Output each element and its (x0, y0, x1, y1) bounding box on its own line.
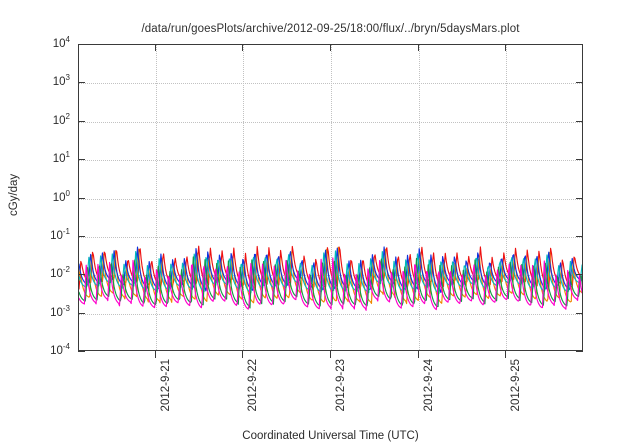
y-tick-mark (576, 351, 583, 352)
y-tick-mantissa: 10 (50, 345, 63, 357)
x-tick-label: 2012-9-25 (510, 359, 522, 412)
y-tick-exponent: -1 (62, 227, 70, 237)
y-tick-mantissa: 10 (50, 268, 63, 281)
y-tick-label: 101 (52, 150, 70, 166)
x-axis-title: Coordinated Universal Time (UTC) (242, 430, 419, 442)
x-tick-label: 2012-9-22 (247, 359, 259, 412)
y-tick-mark (576, 274, 583, 276)
y-tick-mark (78, 235, 85, 237)
y-axis-title: cGy/day (8, 173, 20, 216)
y-tick-mark (576, 235, 583, 237)
y-tick-mark (576, 82, 583, 84)
data-series-layer (79, 245, 582, 311)
y-tick-mark (576, 159, 583, 161)
y-tick-mantissa: 10 (52, 153, 66, 166)
y-tick-label: 10-4 (50, 342, 70, 357)
x-tick-mark (242, 44, 243, 51)
y-tick-label: 10-2 (50, 265, 70, 281)
y-tick-mark (78, 82, 85, 84)
y-tick-mark (78, 44, 85, 45)
y-tick-mantissa: 10 (52, 38, 66, 50)
x-tick-mark (330, 351, 331, 358)
y-tick-exponent: 4 (65, 35, 70, 45)
x-tick-mark (418, 44, 419, 51)
y-tick-label: 10-3 (50, 303, 70, 319)
y-tick-mantissa: 10 (52, 76, 66, 89)
x-tick-label: 2012-9-24 (423, 359, 435, 412)
y-tick-exponent: -4 (62, 342, 70, 352)
y-tick-exponent: 0 (65, 188, 70, 198)
plot-area (78, 44, 583, 351)
chart-title: /data/run/goesPlots/archive/2012-09-25/1… (141, 23, 520, 35)
y-tick-exponent: 2 (65, 111, 70, 121)
x-tick-mark (155, 44, 156, 51)
y-tick-exponent: 1 (65, 150, 70, 160)
x-tick-mark (505, 44, 506, 51)
y-tick-mark (576, 312, 583, 314)
x-tick-label: 2012-9-23 (335, 359, 347, 412)
y-tick-mantissa: 10 (52, 191, 66, 204)
y-tick-mark (78, 120, 85, 122)
y-tick-mark (78, 351, 85, 352)
x-tick-mark (155, 351, 156, 358)
x-tick-mark (330, 44, 331, 51)
x-tick-label: 2012-9-21 (160, 359, 172, 412)
x-tick-mark (505, 351, 506, 358)
series-line-channel-magenta (79, 257, 582, 311)
y-tick-exponent: -2 (62, 265, 70, 275)
y-tick-label: 104 (52, 35, 70, 50)
y-tick-mantissa: 10 (50, 306, 63, 319)
y-tick-mark (78, 274, 85, 276)
x-tick-mark (418, 351, 419, 358)
y-tick-mark (576, 44, 583, 45)
y-tick-mark (78, 197, 85, 199)
y-tick-mark (576, 197, 583, 199)
x-tick-mark (242, 351, 243, 358)
y-tick-mantissa: 10 (52, 114, 66, 127)
y-tick-label: 102 (52, 111, 70, 127)
y-tick-exponent: 3 (65, 73, 70, 83)
y-tick-label: 10-1 (50, 227, 70, 242)
y-tick-label: 100 (52, 188, 70, 204)
y-tick-mantissa: 10 (50, 229, 63, 242)
y-tick-mark (576, 120, 583, 122)
y-tick-exponent: -3 (62, 303, 70, 313)
y-tick-mark (78, 312, 85, 314)
y-tick-label: 103 (52, 73, 70, 89)
y-tick-mark (78, 159, 85, 161)
